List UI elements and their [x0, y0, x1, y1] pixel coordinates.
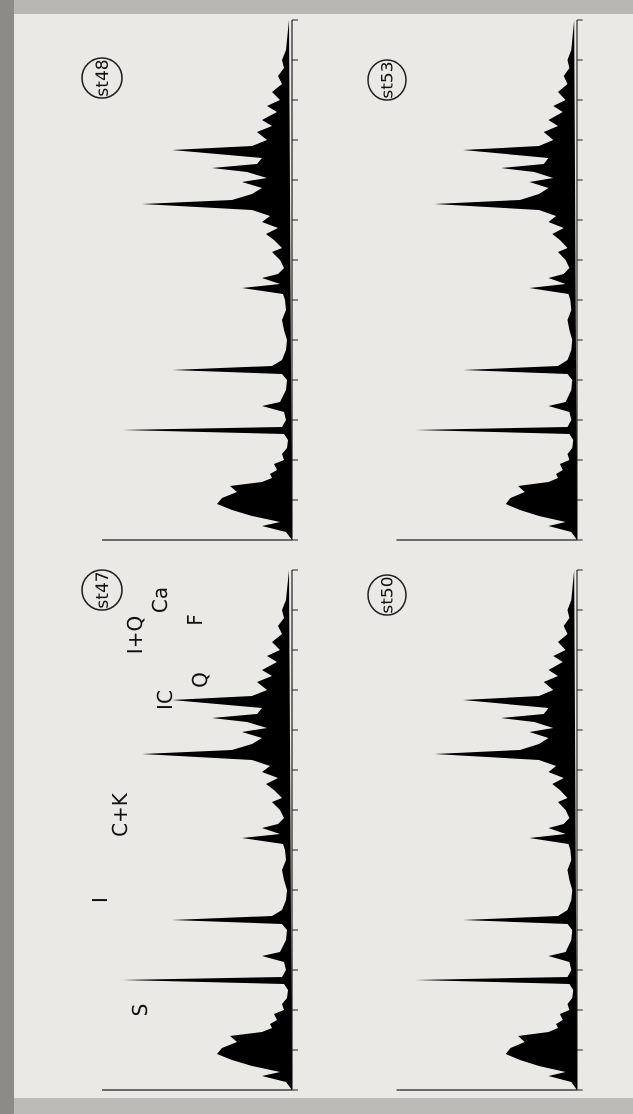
phase-label: IC	[153, 690, 177, 710]
phase-label: Ca	[148, 587, 172, 613]
scan-edge	[0, 0, 14, 1114]
phase-label: I	[88, 897, 112, 903]
phase-label: I+Q	[123, 616, 147, 654]
sample-label: st50	[378, 576, 397, 613]
scanned-figure: st48 st53 st47 S I C+K IC Q I+Q F Ca st50	[0, 0, 633, 1114]
scan-edge	[14, 0, 633, 14]
phase-label: S	[128, 1004, 152, 1017]
sample-label: st47	[93, 571, 113, 608]
sample-label: st53	[378, 61, 397, 98]
phase-label: F	[183, 614, 207, 626]
phase-label: Q	[188, 672, 212, 688]
scan-edge	[14, 1098, 633, 1114]
phase-label: C+K	[108, 792, 132, 837]
sample-label: st48	[93, 59, 113, 96]
